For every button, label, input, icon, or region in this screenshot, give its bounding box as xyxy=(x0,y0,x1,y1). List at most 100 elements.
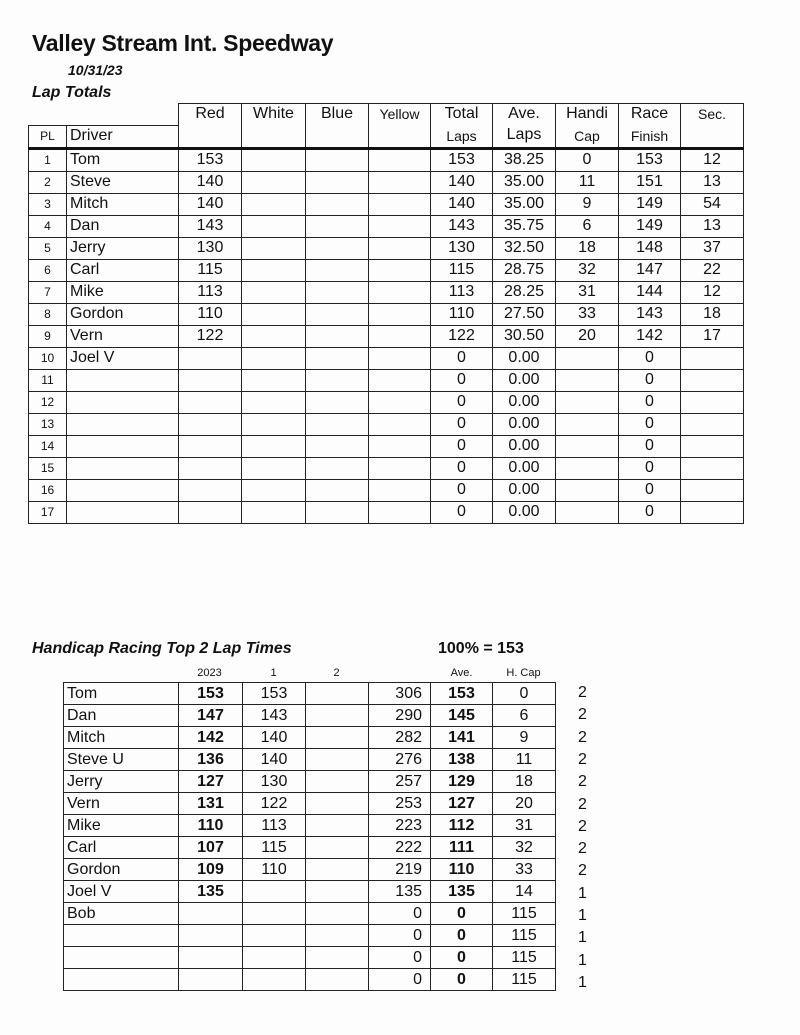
cell-y2023: 109 xyxy=(178,858,243,881)
cell-yellow xyxy=(368,434,431,458)
table-row: 16 0 0.00 0 xyxy=(28,478,744,502)
cell-y2023: 147 xyxy=(178,704,243,727)
cell-total: 143 xyxy=(430,214,493,238)
cell-ave: 129 xyxy=(430,770,493,793)
cell-race-finish: 143 xyxy=(618,302,681,326)
cell-race-finish: 0 xyxy=(618,434,681,458)
cell-ave: 138 xyxy=(430,748,493,771)
race-count: 1 xyxy=(578,973,587,991)
cell-handicap xyxy=(555,478,619,502)
race-count: 1 xyxy=(578,884,587,902)
cell-blue xyxy=(305,236,369,260)
cell-lap1 xyxy=(242,924,306,947)
cell-lap2 xyxy=(305,726,369,749)
cell-pl: 12 xyxy=(28,390,67,414)
cell-driver: Tom xyxy=(63,682,179,705)
col-ave: Ave. xyxy=(492,103,556,125)
cell-sec: 13 xyxy=(680,170,744,194)
cell-ave: 35.00 xyxy=(492,192,556,216)
table-row: Mike 110 113 223 112 31 xyxy=(63,814,556,837)
table-row: 6 Carl 115 115 28.75 32 147 22 xyxy=(28,258,744,282)
cell-yellow xyxy=(368,500,431,524)
cell-ave: 145 xyxy=(430,704,493,727)
cell-pl: 16 xyxy=(28,478,67,502)
cell-driver xyxy=(66,478,179,502)
cell-lap1: 130 xyxy=(242,770,306,793)
table-row: 9 Vern 122 122 30.50 20 142 17 xyxy=(28,324,744,348)
cell-driver: Bob xyxy=(63,902,179,925)
cell-ave: 110 xyxy=(430,858,493,881)
cell-total: 140 xyxy=(430,192,493,216)
col-yellow: Yellow xyxy=(368,103,431,125)
page-title: Valley Stream Int. Speedway xyxy=(32,30,334,56)
cell-total: 0 xyxy=(368,946,431,969)
cell-blue xyxy=(305,412,369,436)
cell-driver: Mitch xyxy=(63,726,179,749)
race-count: 2 xyxy=(578,840,587,858)
cell-hcap: 115 xyxy=(492,924,556,947)
cell-total: 222 xyxy=(368,836,431,859)
cell-handicap: 20 xyxy=(555,324,619,348)
cell-total: 0 xyxy=(430,456,493,480)
table-row: 3 Mitch 140 140 35.00 9 149 54 xyxy=(28,192,744,216)
cell-ave: 135 xyxy=(430,880,493,903)
cell-lap1: 110 xyxy=(242,858,306,881)
cell-hcap: 0 xyxy=(492,682,556,705)
cell-race-finish: 0 xyxy=(618,346,681,370)
cell-handicap xyxy=(555,346,619,370)
cell-total: 140 xyxy=(430,170,493,194)
table-row: Tom 153 153 306 153 0 xyxy=(63,682,556,705)
cell-yellow xyxy=(368,147,431,172)
cell-red: 110 xyxy=(178,302,242,326)
cell-hcap: 14 xyxy=(492,880,556,903)
cell-driver: Steve xyxy=(66,170,179,194)
cell-red xyxy=(178,346,242,370)
cell-driver: Joel V xyxy=(66,346,179,370)
cell-total: 0 xyxy=(430,500,493,524)
header-row-top: Red White Blue Yellow Total Ave. Handi R… xyxy=(29,103,744,125)
cell-total: 0 xyxy=(430,368,493,392)
cell-ave: 0.00 xyxy=(492,412,556,436)
cell-total: 276 xyxy=(368,748,431,771)
cell-total: 135 xyxy=(368,880,431,903)
cell-y2023: 131 xyxy=(178,792,243,815)
cell-lap1: 140 xyxy=(242,748,306,771)
cell-ave: 0 xyxy=(430,968,493,991)
cell-ave: 32.50 xyxy=(492,236,556,260)
cell-pl: 7 xyxy=(28,280,67,304)
cell-handicap xyxy=(555,368,619,392)
cell-white xyxy=(241,147,306,172)
table-row: Gordon 109 110 219 110 33 xyxy=(63,858,556,881)
cell-yellow xyxy=(368,258,431,282)
race-count: 2 xyxy=(578,862,587,880)
cell-ave: 0.00 xyxy=(492,390,556,414)
cell-total: 153 xyxy=(430,147,493,172)
cell-white xyxy=(241,302,306,326)
cell-driver: Mike xyxy=(63,814,179,837)
cell-red: 113 xyxy=(178,280,242,304)
cell-race-finish: 0 xyxy=(618,368,681,392)
cell-yellow xyxy=(368,192,431,216)
cell-blue xyxy=(305,170,369,194)
cell-sec xyxy=(680,412,744,436)
cell-hcap: 31 xyxy=(492,814,556,837)
cell-red: 153 xyxy=(178,147,242,172)
cell-sec xyxy=(680,500,744,524)
table-row: 14 0 0.00 0 xyxy=(28,434,744,458)
cell-race-finish: 0 xyxy=(618,478,681,502)
col-handi: Handi xyxy=(555,103,619,125)
race-count: 2 xyxy=(578,684,587,701)
cell-driver: Steve U xyxy=(63,748,179,771)
cell-lap2 xyxy=(305,924,369,947)
table-row: 4 Dan 143 143 35.75 6 149 13 xyxy=(28,214,744,238)
cell-handicap xyxy=(555,500,619,524)
cell-lap1: 115 xyxy=(242,836,306,859)
cell-ave: 153 xyxy=(430,682,493,705)
cell-white xyxy=(241,500,306,524)
cell-ave: 0.00 xyxy=(492,478,556,502)
header-row-bottom: PL Driver Laps Laps Cap Finish xyxy=(28,124,744,150)
cell-sec: 12 xyxy=(680,147,744,172)
cell-blue xyxy=(305,500,369,524)
table-row: Dan 147 143 290 145 6 xyxy=(63,704,556,727)
